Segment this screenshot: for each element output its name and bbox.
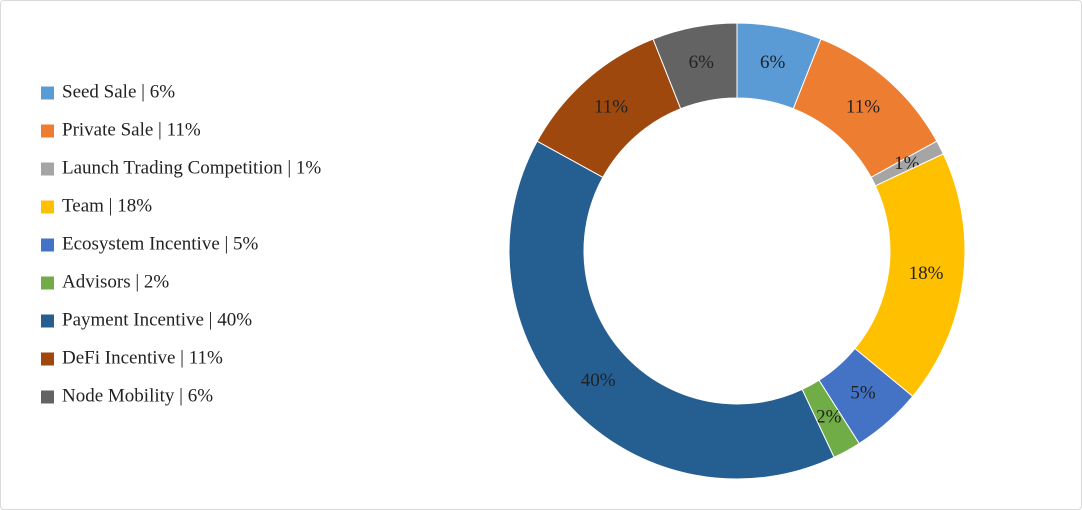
legend-label: Launch Trading Competition | 1% [62,157,321,178]
legend-label: Seed Sale | 6% [62,81,175,102]
legend-swatch [41,276,54,290]
data-label: 11% [594,96,628,117]
data-label: 11% [846,96,880,117]
legend-swatch [41,124,54,138]
data-label: 40% [581,370,616,391]
data-label: 18% [909,263,944,284]
legend-label: Node Mobility | 6% [62,385,213,406]
donut-slice [652,22,738,110]
legend-swatch [41,162,54,176]
legend-swatch [41,200,54,214]
legend-label: Payment Incentive | 40% [62,309,252,330]
legend-label: Advisors | 2% [62,271,169,292]
legend-label: Team | 18% [62,195,152,216]
legend-swatch [41,390,54,404]
data-label: 5% [850,382,876,403]
data-label: 6% [760,52,786,73]
legend-label: Private Sale | 11% [62,119,201,140]
legend-swatch [41,314,54,328]
legend-label: Ecosystem Incentive | 5% [62,233,259,254]
legend-swatch [41,86,54,100]
donut-slice [508,140,835,480]
data-label: 6% [689,52,715,73]
legend-label: DeFi Incentive | 11% [62,347,223,368]
legend-swatch [41,352,54,366]
data-label: 2% [816,406,842,427]
legend-swatch [41,238,54,252]
